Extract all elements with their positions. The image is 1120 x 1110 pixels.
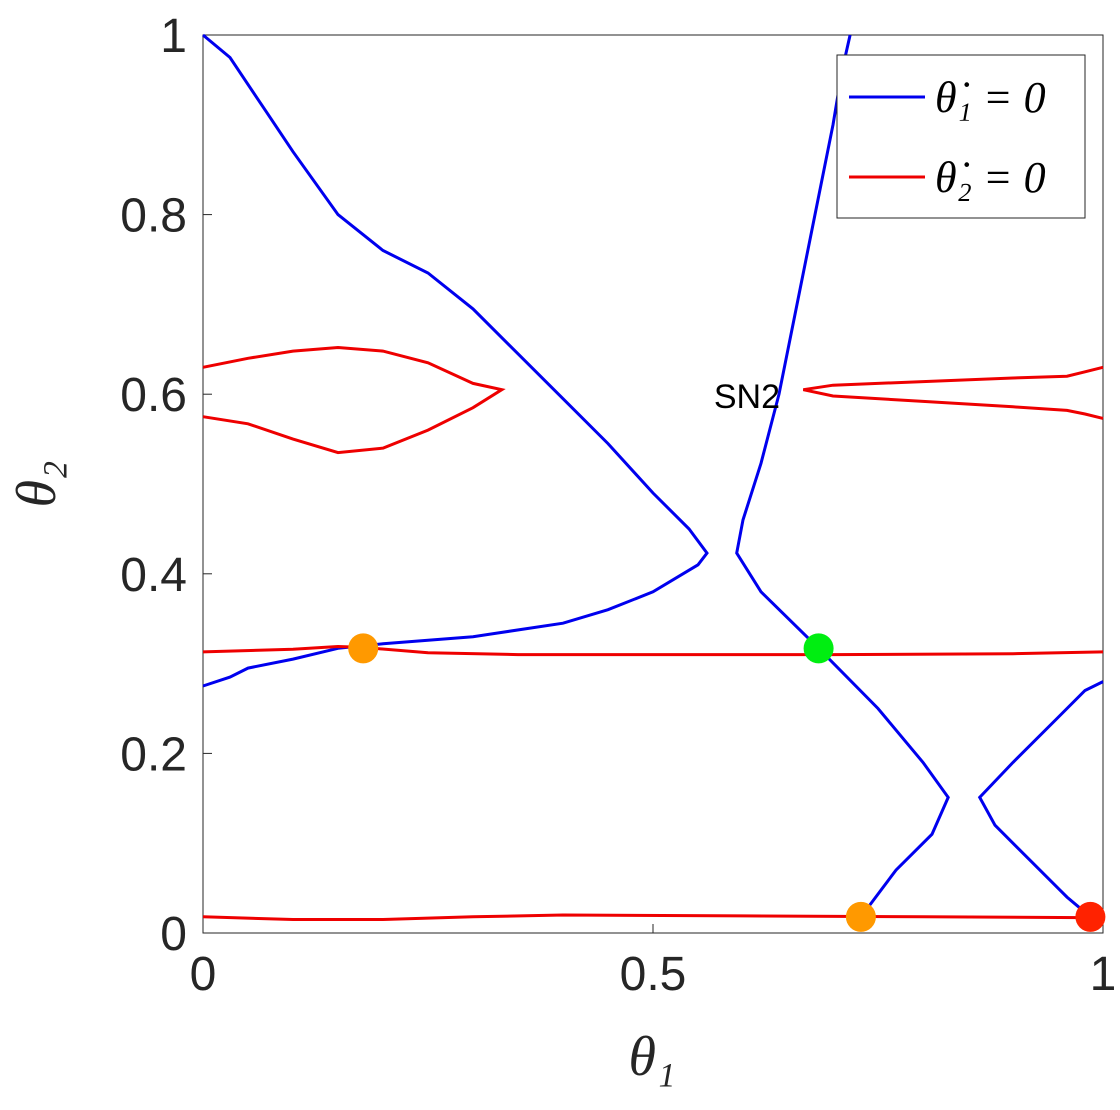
legend-label: θ̇₁ = 0 bbox=[935, 73, 1046, 122]
y-tick-label: 1 bbox=[160, 10, 187, 63]
y-tick-label: 0.6 bbox=[120, 369, 187, 422]
y-axis-label: θ₂ bbox=[6, 461, 68, 508]
y-tick-label: 0.2 bbox=[120, 728, 187, 781]
nullcline bbox=[202, 345, 1104, 921]
legend-label: θ̇₂ = 0 bbox=[935, 153, 1046, 202]
annotation: SN2 bbox=[714, 378, 780, 416]
equilibrium-point bbox=[845, 901, 876, 932]
equilibrium-point bbox=[803, 633, 834, 664]
equilibrium-point bbox=[348, 633, 379, 664]
x-tick-label: 1 bbox=[1090, 948, 1117, 1001]
x-tick-label: 0.5 bbox=[620, 948, 687, 1001]
x-tick-label: 0 bbox=[190, 948, 217, 1001]
y-tick-label: 0.8 bbox=[120, 190, 187, 243]
y-tick-label: 0.4 bbox=[120, 549, 187, 602]
equilibrium-point bbox=[1075, 901, 1106, 932]
legend-box bbox=[836, 54, 1086, 219]
y-tick-label: 0 bbox=[160, 908, 187, 961]
x-axis-label: θ₁ bbox=[629, 1026, 676, 1088]
